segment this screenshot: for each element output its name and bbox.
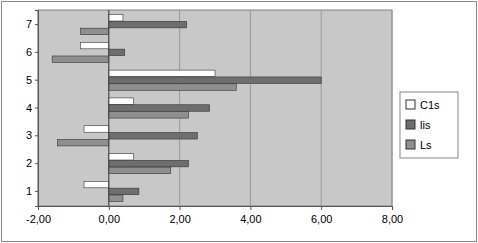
tick: 1 xyxy=(26,185,38,197)
grid-line xyxy=(392,10,393,206)
tick-label: 5 xyxy=(26,74,32,86)
plot-area xyxy=(38,10,392,206)
bar xyxy=(57,139,108,145)
chart-frame xyxy=(2,2,477,242)
tick-mark xyxy=(392,206,393,210)
bar xyxy=(109,77,321,83)
legend-label: C1s xyxy=(420,99,440,111)
tick-mark xyxy=(35,108,38,109)
bar xyxy=(109,49,125,55)
bar xyxy=(80,28,108,34)
bar xyxy=(109,84,236,90)
tick: 8,00 xyxy=(382,206,403,225)
grid-line xyxy=(108,10,109,206)
grid-line xyxy=(250,10,251,206)
bar xyxy=(109,195,123,201)
bar xyxy=(109,167,171,173)
tick: 6,00 xyxy=(311,206,332,225)
bar xyxy=(84,181,109,187)
legend-box xyxy=(400,92,458,158)
tick-label: 1 xyxy=(26,185,32,197)
tick-label: 4,00 xyxy=(240,213,261,225)
tick-mark xyxy=(35,24,38,25)
grid xyxy=(38,10,392,206)
y-axis-line xyxy=(35,11,39,207)
zero-line xyxy=(108,10,109,206)
tick-label: 6,00 xyxy=(311,213,332,225)
tick-label: 8,00 xyxy=(382,213,403,225)
tick-mark xyxy=(180,206,181,210)
bar xyxy=(109,15,123,21)
bar xyxy=(80,42,108,48)
bar xyxy=(52,56,109,62)
y-axis: 1 2 3 4 5 6 7 xyxy=(26,11,39,207)
chart: -2,00 0,00 2,00 4,00 6,00 8,00 1 2 3 4 5 6 7 C1s lis Ls xyxy=(0,0,478,243)
bars xyxy=(52,15,321,202)
tick-label: 7 xyxy=(26,18,32,30)
tick-mark xyxy=(35,80,38,81)
tick: 6 xyxy=(26,46,38,58)
tick: 3 xyxy=(26,129,38,141)
bar xyxy=(109,21,187,27)
tick: 4,00 xyxy=(240,206,261,225)
legend-swatch xyxy=(406,100,415,109)
x-axis: -2,00 0,00 2,00 4,00 6,00 8,00 xyxy=(26,206,403,225)
x-axis-line xyxy=(39,207,393,211)
bar xyxy=(109,154,134,160)
tick-mark xyxy=(109,206,110,210)
tick: 4 xyxy=(26,102,38,114)
bar xyxy=(109,105,210,111)
tick-mark xyxy=(35,191,38,192)
grid-line xyxy=(321,10,322,206)
tick-label: -2,00 xyxy=(26,213,51,225)
tick-mark xyxy=(35,163,38,164)
tick: -2,00 xyxy=(26,206,51,225)
tick-mark xyxy=(321,206,322,210)
legend-swatch xyxy=(406,120,415,129)
tick: 7 xyxy=(26,18,38,30)
legend-label: Ls xyxy=(420,139,432,151)
bar xyxy=(109,133,198,139)
bar xyxy=(109,98,134,104)
tick: 5 xyxy=(26,74,38,86)
bar xyxy=(109,160,189,166)
legend-label: lis xyxy=(420,119,431,131)
tick-label: 6 xyxy=(26,46,32,58)
tick: 2,00 xyxy=(169,206,190,225)
tick-label: 4 xyxy=(26,102,32,114)
bar xyxy=(109,70,215,76)
tick-label: 0,00 xyxy=(99,213,120,225)
bar xyxy=(84,126,109,132)
legend: C1s lis Ls xyxy=(400,92,458,158)
tick-label: 2 xyxy=(26,157,32,169)
tick-label: 2,00 xyxy=(169,213,190,225)
tick-mark xyxy=(35,135,38,136)
bar xyxy=(109,112,189,118)
tick-mark xyxy=(250,206,251,210)
bar xyxy=(109,188,139,194)
tick: 0,00 xyxy=(99,206,120,225)
tick: 2 xyxy=(26,157,38,169)
legend-swatch xyxy=(406,140,415,149)
tick-mark xyxy=(35,52,38,53)
tick-label: 3 xyxy=(26,129,32,141)
